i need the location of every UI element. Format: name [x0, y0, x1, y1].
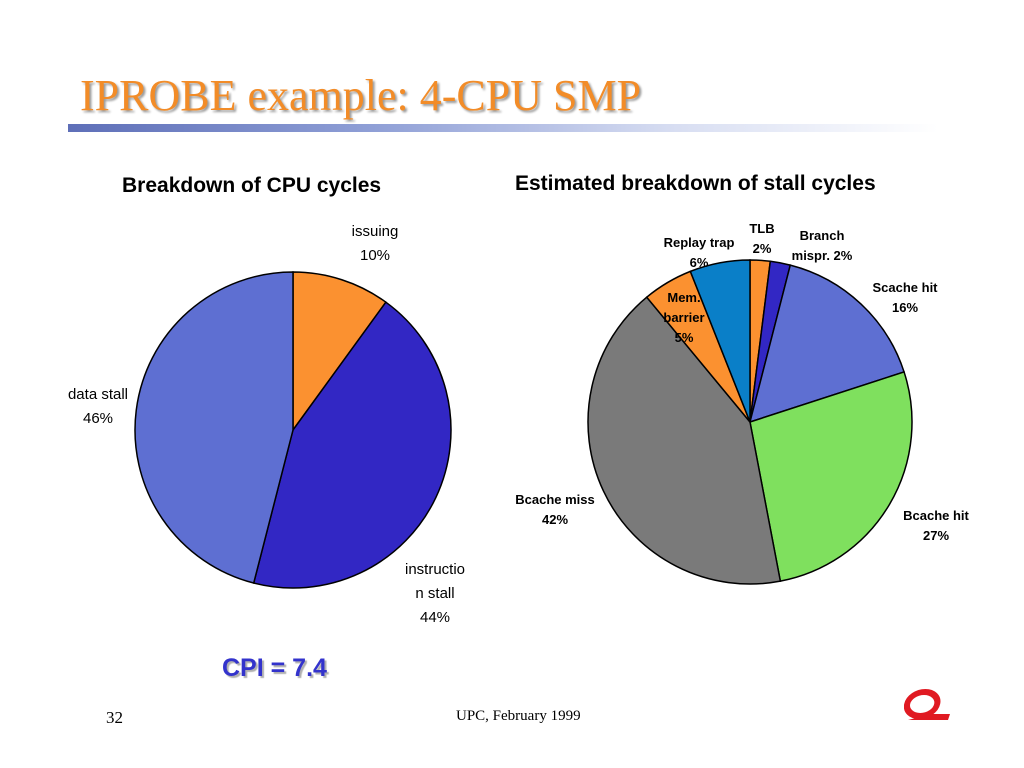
slice-label-data-stall: data stall 46%	[68, 386, 128, 427]
pie-slice-bcache-miss	[587, 296, 782, 585]
pie-slice-replay-trap	[689, 259, 751, 423]
slice-label-scache-hit: Scache hit 16%	[872, 280, 938, 315]
cpu-cycles-chart-title: Breakdown of CPU cycles	[122, 174, 382, 197]
slice-label-bcache-hit: Bcache hit 27%	[903, 508, 969, 543]
pie-slice-issuing	[292, 271, 387, 433]
title-underline	[68, 124, 938, 132]
slice-label-issuing: issuing 10%	[352, 223, 399, 264]
cpu-cycles-pie: issuing 10% instructio n stall 44% data stall…	[68, 223, 465, 626]
slice-label-tlb: TLB 2%	[749, 221, 774, 256]
pie-slice-scache-hit	[748, 264, 906, 424]
slice-label-instruction-stall: instructio n stall 44%	[405, 561, 465, 626]
page-number: 32	[106, 708, 123, 727]
slice-label-bcache-miss: Bcache miss 42%	[515, 492, 595, 527]
cpi-value: CPI = 7.4	[222, 654, 327, 682]
pie-slice-bcache-hit	[749, 370, 913, 583]
pie-slice-data-stall	[134, 271, 294, 584]
company-logo	[904, 689, 950, 720]
slice-label-replay-trap: Replay trap 6%	[664, 235, 735, 270]
slice-label-branch-mispr: Branch mispr. 2%	[792, 228, 853, 263]
slide-title: IPROBE example: 4-CPU SMP	[80, 71, 642, 120]
stall-cycles-chart-title: Estimated breakdown of stall cycles	[515, 172, 876, 195]
footer-text: UPC, February 1999	[456, 708, 581, 724]
stall-cycles-pie: TLB 2% Branch mispr. 2% Scache hit 16% Bcache …	[515, 221, 970, 585]
pie-slice-instruction-stall	[252, 301, 452, 589]
slice-label-mem-barrier: Mem. barrier 5%	[663, 290, 704, 345]
